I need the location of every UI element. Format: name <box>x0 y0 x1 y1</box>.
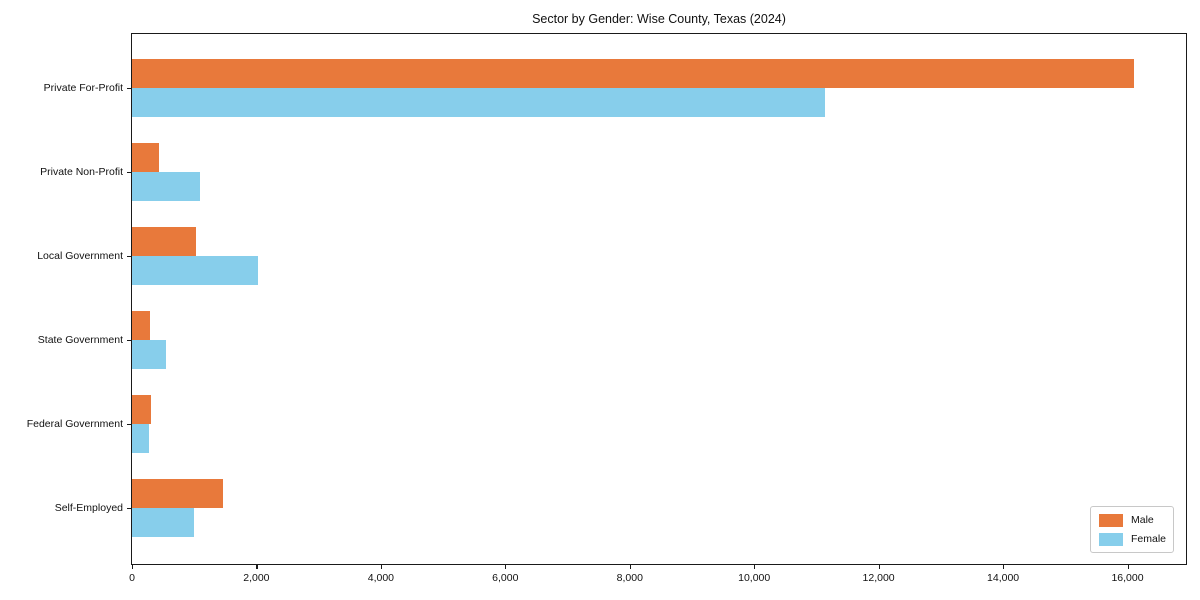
bar-male-2 <box>132 227 197 256</box>
x-tick-label: 2,000 <box>243 572 270 584</box>
bar-male-4 <box>132 395 152 424</box>
x-tick-mark <box>505 565 507 569</box>
x-tick-label: 12,000 <box>862 572 895 584</box>
bar-male-5 <box>132 479 223 508</box>
legend: Male Female <box>1090 506 1174 553</box>
legend-label-female: Female <box>1131 533 1167 545</box>
bar-male-0 <box>132 59 1134 88</box>
x-tick-mark <box>1003 565 1005 569</box>
legend-item-male: Male <box>1099 514 1165 527</box>
bar-male-1 <box>132 143 160 172</box>
chart-title: Sector by Gender: Wise County, Texas (20… <box>532 12 786 26</box>
y-axis-label: Federal Government <box>26 418 123 430</box>
y-axis-label: Private Non-Profit <box>40 166 123 178</box>
x-tick-label: 10,000 <box>738 572 771 584</box>
x-tick-mark <box>380 565 383 569</box>
bar-female-4 <box>132 424 150 453</box>
bar-female-1 <box>132 172 200 201</box>
y-tick-mark <box>127 256 131 258</box>
x-tick-mark <box>132 565 134 569</box>
x-tick-label: 0 <box>129 572 135 584</box>
legend-swatch-male <box>1099 514 1123 527</box>
x-tick-label: 16,000 <box>1111 572 1144 584</box>
x-tick-label: 8,000 <box>616 572 643 584</box>
x-tick-label: 6,000 <box>492 572 519 584</box>
bar-female-0 <box>132 88 825 117</box>
y-tick-mark <box>127 340 131 342</box>
y-tick-mark <box>127 172 131 174</box>
x-tick-mark <box>878 565 880 569</box>
legend-label-male: Male <box>1131 514 1154 526</box>
bar-female-2 <box>132 256 258 285</box>
y-axis-label: Local Government <box>37 250 123 262</box>
plot-area <box>131 33 1187 565</box>
y-tick-mark <box>127 424 131 426</box>
bar-male-3 <box>132 311 150 340</box>
y-axis-label: Private For-Profit <box>43 82 123 94</box>
y-axis-label: State Government <box>37 334 123 346</box>
legend-swatch-female <box>1099 533 1123 546</box>
x-tick-label: 4,000 <box>367 572 395 584</box>
x-tick-mark <box>1127 565 1129 569</box>
x-tick-label: 14,000 <box>987 572 1020 584</box>
y-axis-label: Self-Employed <box>54 502 123 514</box>
x-tick-mark <box>629 565 631 569</box>
legend-item-female: Female <box>1099 533 1167 546</box>
bar-female-5 <box>132 508 195 537</box>
y-tick-mark <box>127 88 131 90</box>
x-tick-mark <box>256 565 258 569</box>
bar-female-3 <box>132 340 167 369</box>
bars-layer <box>132 34 1186 564</box>
x-tick-mark <box>754 565 756 569</box>
y-tick-mark <box>127 508 131 510</box>
